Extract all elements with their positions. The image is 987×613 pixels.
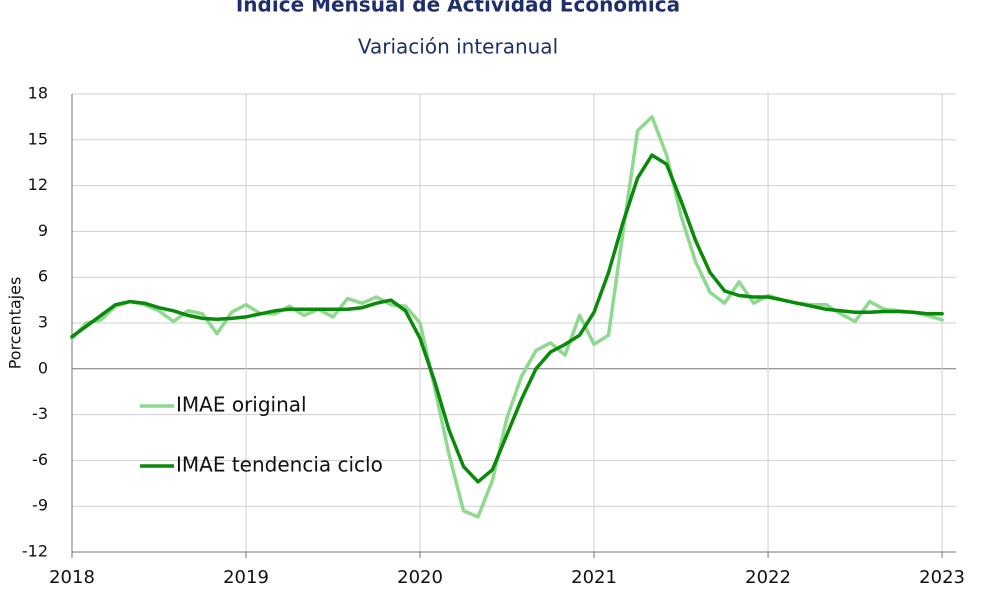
y-tick-label: -9 — [32, 496, 48, 515]
x-tick-label: 2018 — [49, 567, 95, 588]
x-tick-label: 2021 — [571, 567, 617, 588]
y-tick-label: -3 — [32, 404, 48, 423]
y-axis-label: Porcentajes — [6, 277, 25, 370]
legend-label: IMAE tendencia ciclo — [176, 453, 383, 477]
y-tick-label: -6 — [32, 450, 48, 469]
chart-title: Índice Mensual de Actividad Económica — [236, 0, 680, 17]
y-tick-label: 18 — [28, 84, 48, 103]
y-tick-label: -12 — [22, 542, 48, 561]
y-tick-label: 12 — [28, 175, 48, 194]
y-tick-label: 3 — [38, 313, 48, 332]
x-tick-label: 2020 — [397, 567, 443, 588]
y-tick-label: 15 — [28, 129, 48, 148]
x-tick-label: 2023 — [919, 567, 965, 588]
legend-label: IMAE original — [176, 393, 307, 417]
y-tick-label: 6 — [38, 267, 48, 286]
y-tick-label: 9 — [38, 221, 48, 240]
y-tick-label: 0 — [38, 358, 48, 377]
chart-subtitle: Variación interanual — [358, 35, 558, 59]
x-tick-label: 2019 — [223, 567, 269, 588]
line-series — [70, 153, 944, 484]
x-tick-label: 2022 — [745, 567, 791, 588]
